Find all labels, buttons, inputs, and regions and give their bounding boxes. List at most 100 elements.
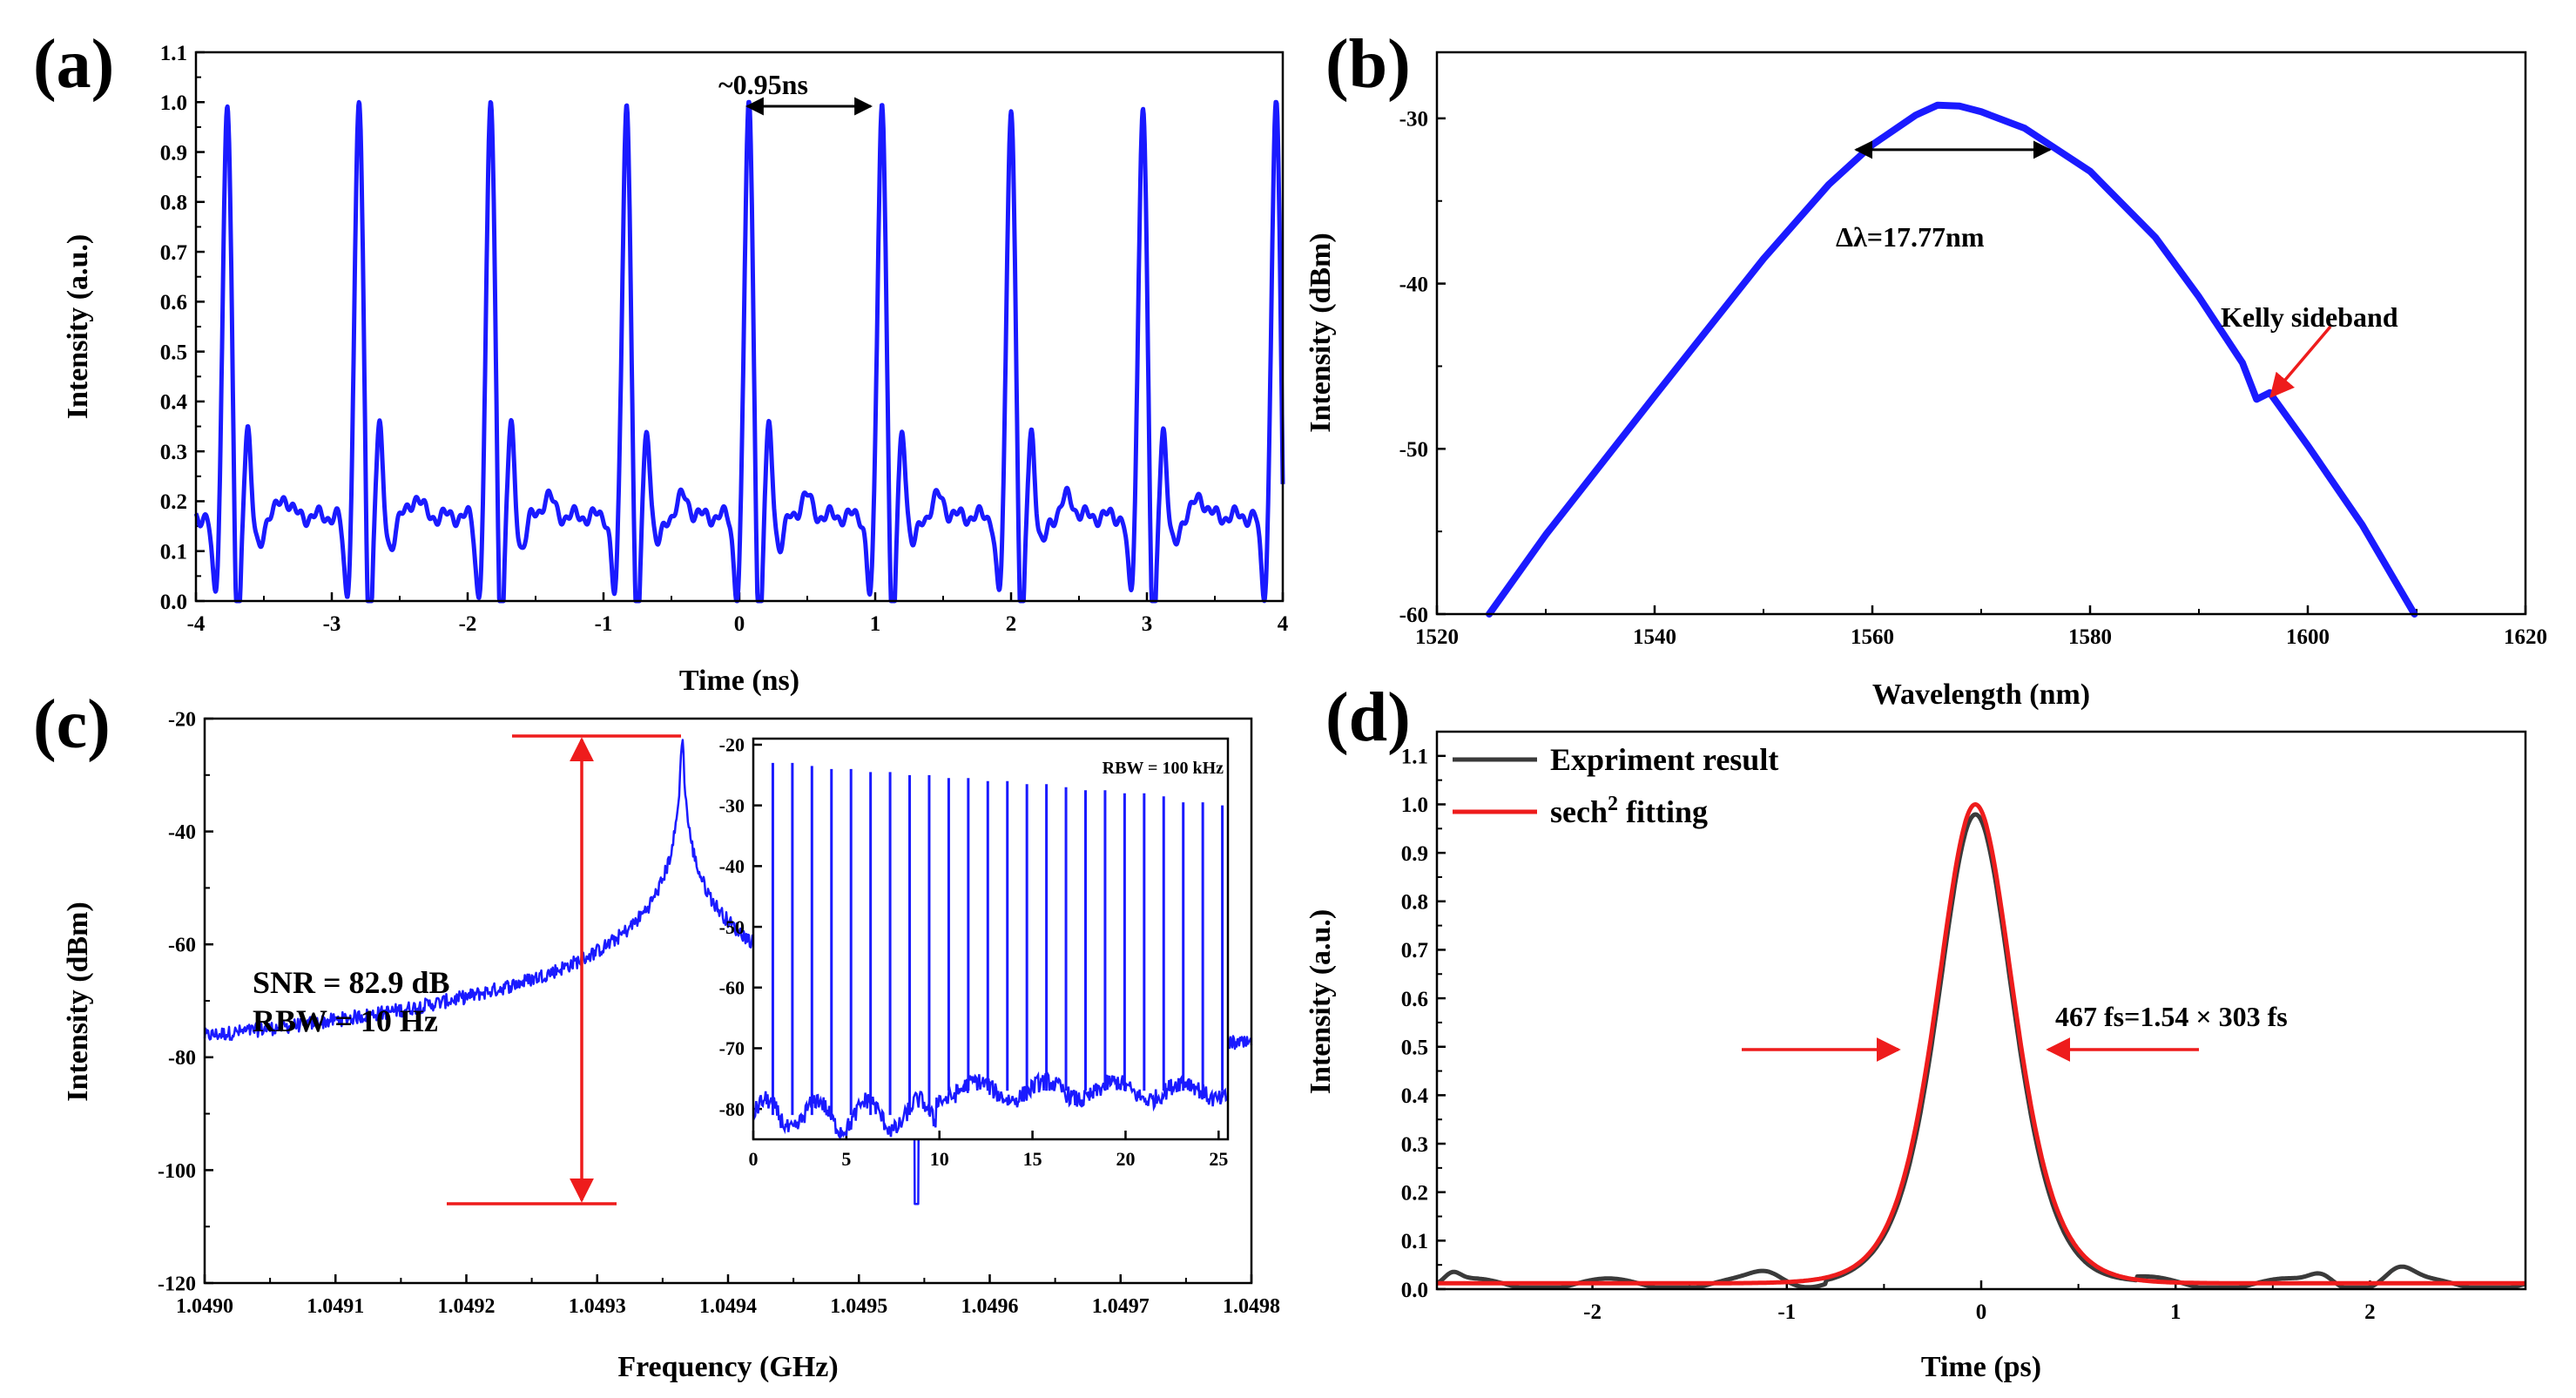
panel-b: (b) 1520 1540 1560 1580 1600 1620 -60 -50 -40 -30… bbox=[1305, 26, 2547, 711]
panel-d-xtick-label-1: -1 bbox=[1777, 1300, 1796, 1324]
panel-a-period-label: ~0.95ns bbox=[718, 69, 808, 100]
panel-d-xtick-label-3: 1 bbox=[2170, 1300, 2182, 1324]
panel-d-ytick-label-3: 0.3 bbox=[1401, 1133, 1428, 1157]
panel-c-inset-harmonics bbox=[771, 762, 1224, 1116]
panel-c-inset-xtick-label-0: 0 bbox=[749, 1148, 759, 1170]
panel-c-inset-background bbox=[753, 739, 1228, 1139]
panel-c-ytick-label-5: -20 bbox=[168, 708, 196, 731]
panel-d-xlabel: Time (ps) bbox=[1921, 1351, 2041, 1383]
panel-b-xlabel: Wavelength (nm) bbox=[1872, 679, 2090, 711]
panel-d-series-sech2-fit bbox=[1435, 802, 2527, 1286]
panel-b-xtick-label-5: 1620 bbox=[2504, 625, 2547, 649]
panel-d-legend: Expriment result sech2 fitting bbox=[1453, 742, 1778, 829]
panel-c-ytick-label-0: -120 bbox=[158, 1273, 196, 1295]
panel-a-xtick-label-3: -1 bbox=[595, 612, 613, 636]
panel-d-ytick-label-11: 1.1 bbox=[1401, 746, 1428, 769]
panel-b-sideband-label: Kelly sideband bbox=[2221, 301, 2398, 333]
panel-a-xtick-label-8: 4 bbox=[1278, 612, 1289, 636]
panel-c-xtick-label-8: 1.0498 bbox=[1223, 1295, 1280, 1318]
panel-c-xtick-label-3: 1.0493 bbox=[569, 1295, 626, 1318]
panel-a-axes: -4 -3 -2 -1 0 1 2 3 4 0.0 0.1 0.2 0.3 0.4 0.5 0.6 0.7 0.8… bbox=[160, 42, 1289, 636]
panel-d-frame bbox=[1435, 730, 2527, 1291]
panel-d-xtick-label-2: 0 bbox=[1976, 1300, 1987, 1324]
panel-a-ylabel: Intensity (a.u.) bbox=[62, 234, 94, 420]
panel-b-ytick-label-3: -30 bbox=[1399, 108, 1428, 132]
panel-a-ytick-label-11: 1.1 bbox=[160, 42, 187, 65]
panel-d-xtick-label-0: -2 bbox=[1583, 1300, 1602, 1324]
panel-c-xtick-label-2: 1.0492 bbox=[438, 1295, 496, 1318]
panel-d-axes: -2 -1 0 1 2 0.0 0.1 0.2 0.3 0.4 0.5 0.6 0.7 0.8 0.9 1.0… bbox=[1401, 746, 2376, 1324]
panel-c-inset-axes: 0 5 10 15 20 25 -80 -70 -60 -50 -40 -30 -20 bbox=[719, 734, 1229, 1170]
panel-d-ytick-label-2: 0.2 bbox=[1401, 1181, 1428, 1205]
panel-a-xtick-label-2: -2 bbox=[459, 612, 477, 636]
panel-c-inset-ytick-label-3: -50 bbox=[719, 916, 745, 938]
panel-d: (d) -2 -1 0 1 2 0.0 0.1 0.2 0.3 0.4 0.5 0.6 0.7 0.8 0.… bbox=[1305, 679, 2527, 1383]
panel-c-ytick-label-2: -80 bbox=[168, 1047, 196, 1070]
panel-d-fwhm-label: 467 fs=1.54 × 303 fs bbox=[2055, 1001, 2288, 1032]
panel-b-xtick-label-2: 1560 bbox=[1851, 625, 1894, 649]
panel-c-inset-xtick-label-3: 15 bbox=[1023, 1148, 1042, 1170]
panel-c-xlabel: Frequency (GHz) bbox=[617, 1351, 838, 1383]
panel-a-ytick-label-4: 0.4 bbox=[160, 391, 188, 415]
panel-a-xtick-label-0: -4 bbox=[187, 612, 206, 636]
panel-d-ytick-label-6: 0.6 bbox=[1401, 988, 1428, 1011]
panel-a-ytick-label-3: 0.3 bbox=[160, 441, 187, 464]
panel-d-ytick-label-0: 0.0 bbox=[1401, 1279, 1428, 1302]
panel-a-ytick-label-5: 0.5 bbox=[160, 341, 187, 364]
panel-a-ytick-label-2: 0.2 bbox=[160, 490, 187, 514]
panel-a: (a) -4 -3 -2 -1 0 1 2 3 4 0.0 0.1 0.2 0.3 0.4 0.5 0.6 0.… bbox=[33, 26, 1289, 697]
panel-c-inset: 0 5 10 15 20 25 -80 -70 -60 -50 -40 -30 -20 RBW = 10… bbox=[719, 734, 1230, 1170]
panel-d-ylabel: Intensity (a.u.) bbox=[1305, 909, 1337, 1095]
panel-a-ytick-label-9: 0.9 bbox=[160, 141, 187, 165]
panel-a-xtick-label-6: 2 bbox=[1006, 612, 1017, 636]
panel-b-xtick-label-1: 1540 bbox=[1633, 625, 1676, 649]
panel-b-axes: 1520 1540 1560 1580 1600 1620 -60 -50 -40 -30 bbox=[1399, 108, 2547, 649]
panel-b-xtick-label-4: 1600 bbox=[2286, 625, 2330, 649]
panel-b-ytick-label-2: -40 bbox=[1399, 273, 1428, 296]
panel-d-ytick-label-5: 0.5 bbox=[1401, 1036, 1428, 1059]
panel-c-xtick-label-4: 1.0494 bbox=[699, 1295, 757, 1318]
panel-b-xtick-label-0: 1520 bbox=[1415, 625, 1459, 649]
panel-c-inset-ytick-label-4: -40 bbox=[719, 855, 745, 877]
panel-d-ytick-label-7: 0.7 bbox=[1401, 939, 1428, 962]
panel-a-ytick-label-0: 0.0 bbox=[160, 591, 187, 614]
panel-c-inset-xtick-label-2: 10 bbox=[930, 1148, 949, 1170]
panel-b-frame bbox=[1435, 51, 2527, 616]
panel-b-ytick-label-1: -50 bbox=[1399, 438, 1428, 462]
panel-c-ytick-label-1: -100 bbox=[158, 1160, 196, 1183]
panel-b-ylabel: Intensity (dBm) bbox=[1305, 233, 1337, 433]
panel-c-label: (c) bbox=[33, 686, 111, 763]
panel-c-xtick-label-0: 1.0490 bbox=[176, 1295, 233, 1318]
panel-a-series-pulse-train bbox=[193, 99, 1285, 604]
panel-b-fwhm-label: Δλ=17.77nm bbox=[1836, 221, 1985, 253]
panel-b-label: (b) bbox=[1325, 26, 1411, 103]
panel-d-ytick-label-9: 0.9 bbox=[1401, 842, 1428, 866]
panel-a-xtick-label-4: 0 bbox=[734, 612, 745, 636]
panel-c-rbw-label: RBW = 10 Hz bbox=[253, 1003, 438, 1038]
panel-c-inset-ytick-label-0: -80 bbox=[719, 1098, 745, 1120]
panel-d-ytick-label-10: 1.0 bbox=[1401, 794, 1428, 817]
panel-d-ytick-label-8: 0.8 bbox=[1401, 891, 1428, 915]
panel-c-inset-frame bbox=[752, 737, 1230, 1141]
legend-label-experiment: Expriment result bbox=[1550, 742, 1778, 777]
panel-c: (c) 1.0490 1.0491 1.0492 1.0493 1.0494 1.0495… bbox=[33, 686, 1280, 1383]
panel-d-series-experiment bbox=[1435, 812, 2527, 1290]
panel-c-inset-xtick-label-1: 5 bbox=[841, 1148, 851, 1170]
panel-c-inset-ytick-label-5: -30 bbox=[719, 794, 745, 816]
panel-b-xtick-label-3: 1580 bbox=[2068, 625, 2112, 649]
panel-c-inset-ytick-label-1: -70 bbox=[719, 1037, 745, 1059]
panel-a-ytick-label-1: 0.1 bbox=[160, 540, 187, 564]
panel-d-ytick-label-1: 0.1 bbox=[1401, 1230, 1428, 1253]
panel-c-xtick-label-6: 1.0496 bbox=[961, 1295, 1019, 1318]
panel-c-xtick-label-1: 1.0491 bbox=[307, 1295, 364, 1318]
panel-a-xtick-label-7: 3 bbox=[1142, 612, 1153, 636]
panel-c-ylabel: Intensity (dBm) bbox=[62, 902, 94, 1102]
panel-a-ytick-label-6: 0.6 bbox=[160, 291, 187, 314]
panel-c-ytick-label-4: -40 bbox=[168, 821, 196, 844]
panel-c-xtick-label-7: 1.0497 bbox=[1092, 1295, 1150, 1318]
panel-c-snr-label: SNR = 82.9 dB bbox=[253, 965, 450, 1000]
legend-label-fit: sech2 fitting bbox=[1550, 793, 1708, 829]
panel-b-series-spectrum bbox=[1486, 101, 2418, 618]
panel-a-label: (a) bbox=[33, 26, 114, 103]
